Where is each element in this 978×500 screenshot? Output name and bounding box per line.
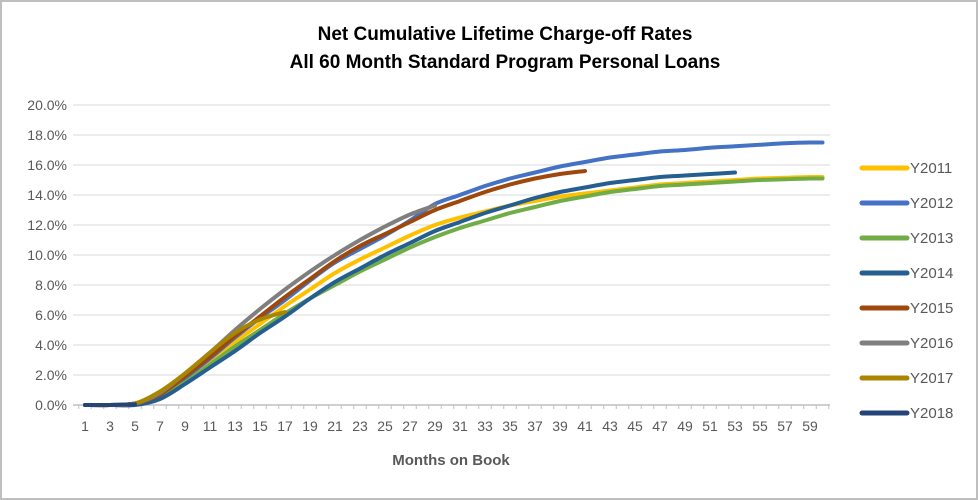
x-axis-tick-label: 41 (577, 418, 593, 434)
legend-label: Y2014 (910, 265, 953, 282)
chart-title-line1: Net Cumulative Lifetime Charge-off Rates (318, 24, 693, 45)
x-axis-tick-label: 15 (252, 418, 268, 434)
y-axis-tick-label: 0.0% (35, 397, 67, 413)
x-axis-tick-label: 55 (752, 418, 768, 434)
y-axis-tick-label: 12.0% (27, 217, 67, 233)
y-axis-tick-label: 8.0% (35, 277, 67, 293)
legend-label: Y2017 (910, 370, 953, 387)
legend-item-y2014: Y2014 (859, 265, 953, 282)
legend-label: Y2015 (910, 300, 953, 317)
legend-label: Y2016 (910, 335, 953, 352)
x-axis-tick-label: 7 (156, 418, 164, 434)
x-axis-tick-label: 29 (427, 418, 443, 434)
y-axis-tick-label: 14.0% (27, 187, 67, 203)
x-axis-tick-label: 53 (727, 418, 743, 434)
legend-item-y2018: Y2018 (859, 405, 953, 422)
y-axis-tick-label: 16.0% (27, 157, 67, 173)
legend-item-y2011: Y2011 (859, 160, 952, 177)
x-axis-tick-label: 45 (627, 418, 643, 434)
x-axis-tick-label: 51 (702, 418, 718, 434)
series-lines (83, 140, 825, 408)
legend-item-y2012: Y2012 (859, 195, 953, 212)
x-axis: 1 3 5 7 9 11 13 15 17 19 21 23 25 27 29 31 33 35 37 39 41 43 4… (73, 404, 830, 434)
y-axis-tick-label: 6.0% (35, 307, 67, 323)
x-axis-title: Months on Book (392, 452, 510, 469)
series-line-y2013 (83, 176, 825, 408)
x-axis-tick-label: 25 (377, 418, 393, 434)
legend-label: Y2013 (910, 230, 953, 247)
series-line-y2014 (83, 170, 737, 408)
x-axis-tick-label: 23 (352, 418, 368, 434)
legend-item-y2017: Y2017 (859, 370, 953, 387)
x-axis-tick-label: 21 (327, 418, 343, 434)
x-axis-tick-label: 17 (277, 418, 293, 434)
y-axis-tick-label: 2.0% (35, 367, 67, 383)
x-axis-tick-label: 37 (527, 418, 543, 434)
y-axis-tick-label: 10.0% (27, 247, 67, 263)
gridlines (73, 104, 830, 406)
legend-label: Y2012 (910, 195, 953, 212)
y-axis-tick-label: 4.0% (35, 337, 67, 353)
x-axis-tick-label: 57 (777, 418, 793, 434)
series-line-y2018 (83, 402, 137, 408)
legend-label: Y2011 (910, 160, 952, 177)
x-axis-tick-label: 11 (203, 418, 218, 434)
y-axis-tick-label: 18.0% (27, 127, 67, 143)
x-axis-tick-label: 3 (106, 418, 114, 434)
legend-item-y2013: Y2013 (859, 230, 953, 247)
x-axis-tick-label: 13 (227, 418, 243, 434)
x-axis-tick-label: 33 (477, 418, 493, 434)
x-axis-tick-label: 39 (552, 418, 568, 434)
y-axis-labels: 0.0% 2.0% 4.0% 6.0% 8.0% 10.0% 12.0% 14.0% 16.0%… (27, 97, 67, 413)
chart-title-line2: All 60 Month Standard Program Personal L… (290, 52, 721, 73)
legend-item-y2015: Y2015 (859, 300, 953, 317)
legend-label: Y2018 (910, 405, 953, 422)
x-axis-tick-label: 27 (402, 418, 418, 434)
legend: Y2011 Y2012 Y2013 Y2014 Y2015 Y2016 Y2017 Y2018 (859, 160, 953, 422)
x-axis-tick-label: 49 (677, 418, 693, 434)
x-axis-tick-label: 5 (131, 418, 139, 434)
x-axis-tick-label: 19 (302, 418, 318, 434)
x-axis-tick-label: 9 (181, 418, 189, 434)
y-axis-tick-label: 20.0% (27, 97, 67, 113)
x-axis-tick-label: 43 (602, 418, 618, 434)
legend-item-y2016: Y2016 (859, 335, 953, 352)
x-axis-tick-label: 31 (452, 418, 468, 434)
x-axis-tick-label: 35 (502, 418, 518, 434)
x-axis-tick-label: 1 (81, 418, 89, 434)
x-axis-tick-label: 47 (652, 418, 668, 434)
x-axis-tick-label: 59 (802, 418, 818, 434)
